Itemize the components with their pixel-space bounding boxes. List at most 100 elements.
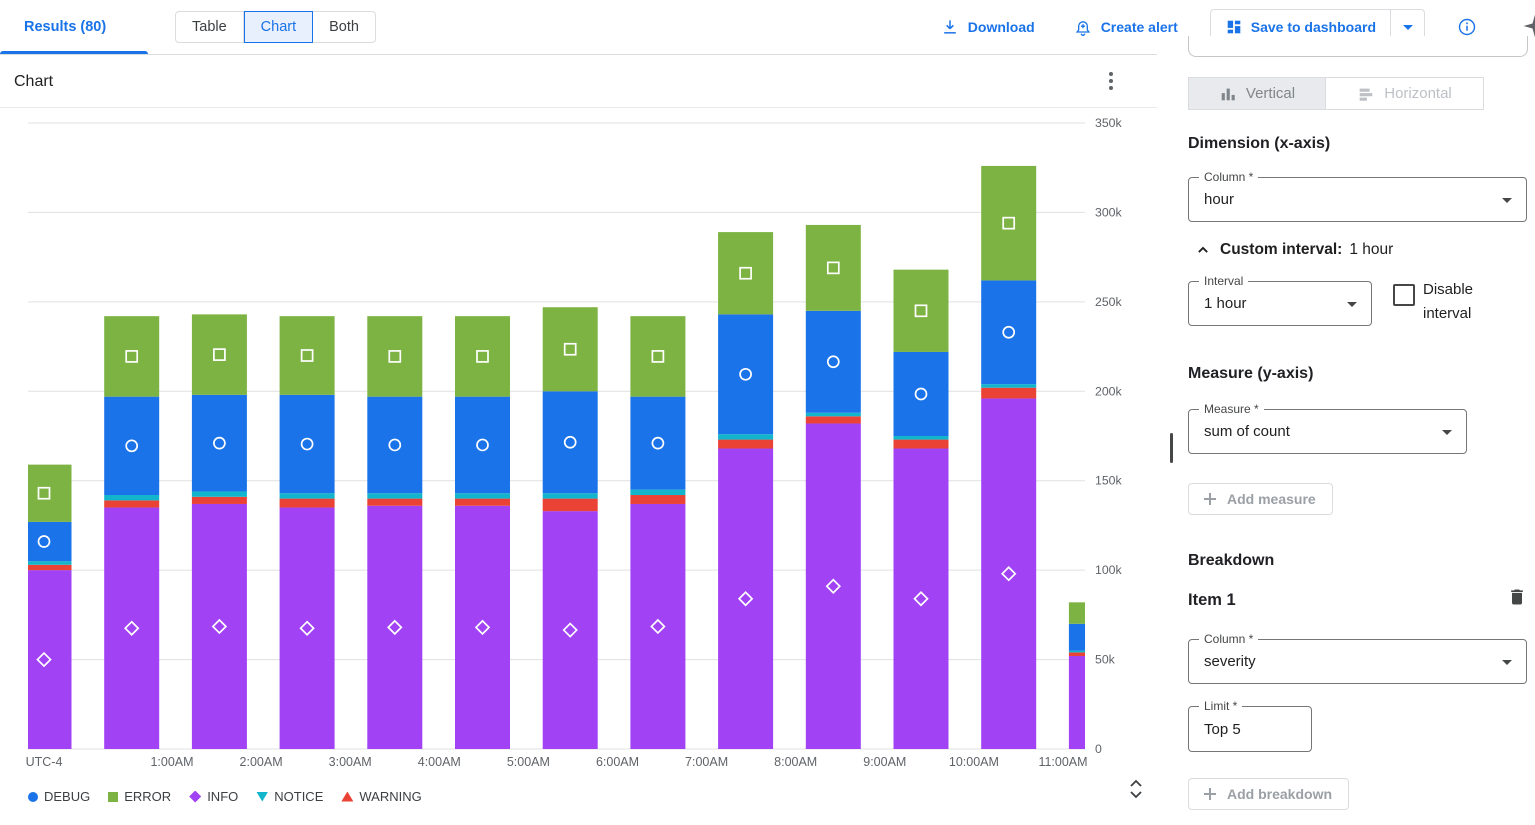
bar-segment-info[interactable] (542, 511, 598, 749)
bar-segment-info[interactable] (893, 448, 949, 749)
point-marker (739, 266, 752, 280)
bar-segment-debug[interactable] (542, 391, 598, 494)
bar-segment-debug[interactable] (191, 394, 247, 492)
view-toggle-table[interactable]: Table (175, 11, 244, 43)
bar-segment-info[interactable] (981, 398, 1037, 749)
bar-segment-error[interactable] (191, 314, 247, 395)
bar-segment-notice[interactable] (542, 493, 598, 499)
bar-segment-info[interactable] (805, 423, 861, 749)
bar-segment-warning[interactable] (1068, 652, 1085, 656)
bar-segment-debug[interactable] (455, 396, 510, 494)
bar-segment-debug[interactable] (104, 396, 160, 496)
bar-segment-info[interactable] (191, 503, 247, 749)
vertical-bars-icon (1221, 88, 1235, 100)
save-dropdown-button[interactable] (1390, 10, 1424, 44)
bar-segment-error[interactable] (630, 316, 686, 397)
bar-segment-notice[interactable] (981, 384, 1037, 388)
bar-segment-warning[interactable] (630, 495, 686, 504)
bar-segment-error[interactable] (893, 269, 949, 352)
legend-item-debug[interactable]: DEBUG (28, 789, 90, 804)
bar-segment-error[interactable] (805, 224, 861, 311)
interval-select[interactable]: Interval 1 hour (1188, 274, 1372, 326)
bar-segment-warning[interactable] (893, 439, 949, 449)
add-measure-button[interactable]: Add measure (1188, 483, 1333, 515)
bar-segment-warning[interactable] (104, 500, 160, 508)
y-tick-label: 250k (1095, 295, 1123, 309)
bar-segment-notice[interactable] (630, 489, 686, 496)
bar-segment-warning[interactable] (367, 498, 423, 506)
view-toggle-both[interactable]: Both (313, 11, 376, 43)
dimension-column-select[interactable]: Column * hour (1188, 170, 1527, 222)
info-button[interactable] (1451, 16, 1483, 38)
bar-segment-debug[interactable] (718, 314, 774, 435)
legend-item-notice[interactable]: NOTICE (256, 789, 323, 804)
bar-segment-notice[interactable] (191, 491, 247, 497)
breakdown-column-select[interactable]: Column * severity (1188, 632, 1527, 684)
bar-segment-notice[interactable] (718, 434, 774, 440)
scrollbar-thumb[interactable] (1170, 433, 1173, 463)
bar-segment-notice[interactable] (28, 561, 72, 565)
bar-segment-info[interactable] (279, 507, 335, 749)
bar-segment-warning[interactable] (279, 498, 335, 508)
bar-segment-debug[interactable] (805, 310, 861, 413)
legend-item-info[interactable]: INFO (189, 789, 238, 804)
delete-breakdown-button[interactable] (1505, 585, 1529, 612)
bar-segment-notice[interactable] (893, 436, 949, 440)
breakdown-limit-input[interactable]: Limit * Top 5 (1188, 699, 1312, 752)
bar-segment-notice[interactable] (1068, 650, 1085, 653)
bar-segment-debug[interactable] (630, 396, 686, 490)
bar-segment-warning[interactable] (455, 498, 510, 506)
download-button[interactable]: Download (934, 16, 1041, 38)
legend-item-error[interactable]: ERROR (108, 789, 171, 804)
sparkle-icon-partial[interactable] (1522, 13, 1535, 39)
bar-segment-info[interactable] (1068, 655, 1085, 749)
bar-segment-error[interactable] (542, 307, 598, 392)
x-tick-label: 5:00AM (507, 755, 550, 769)
bar-segment-error[interactable] (1068, 602, 1085, 624)
bar-segment-debug[interactable] (279, 394, 335, 494)
bar-segment-error[interactable] (718, 232, 774, 315)
disable-interval-checkbox[interactable] (1393, 284, 1415, 306)
measure-select[interactable]: Measure * sum of count (1188, 402, 1467, 454)
bar-segment-info[interactable] (630, 503, 686, 749)
bar-segment-warning[interactable] (805, 416, 861, 424)
bar-segment-error[interactable] (981, 165, 1037, 281)
bar-segment-warning[interactable] (542, 498, 598, 512)
bar-segment-error[interactable] (104, 316, 160, 397)
add-breakdown-button[interactable]: Add breakdown (1188, 778, 1350, 810)
bar-segment-notice[interactable] (367, 493, 423, 499)
legend-item-warning[interactable]: WARNING (341, 789, 422, 804)
bar-segment-debug[interactable] (367, 396, 423, 494)
bar-segment-notice[interactable] (455, 493, 510, 499)
bar-segment-notice[interactable] (805, 412, 861, 417)
sidebar-partial-field[interactable] (1188, 36, 1528, 57)
chart-options-menu-button[interactable] (1098, 68, 1124, 94)
bar-segment-info[interactable] (104, 507, 160, 749)
bar-segment-notice[interactable] (104, 495, 160, 501)
bar-segment-notice[interactable] (279, 493, 335, 499)
interval-value: 1 hour (1204, 295, 1247, 312)
tab-results[interactable]: Results (80) (0, 0, 148, 54)
bar-segment-warning[interactable] (718, 439, 774, 449)
bar-segment-info[interactable] (455, 505, 510, 749)
create-alert-button[interactable]: Create alert (1067, 16, 1184, 38)
measure-label: Measure * (1199, 402, 1264, 416)
orientation-horizontal-button[interactable]: Horizontal (1326, 77, 1484, 110)
view-toggle-chart[interactable]: Chart (243, 11, 314, 43)
bar-segment-error[interactable] (279, 316, 335, 395)
bar-segment-warning[interactable] (981, 387, 1037, 399)
bar-segment-debug[interactable] (893, 351, 949, 436)
bar-segment-error[interactable] (367, 316, 423, 397)
bar-segment-warning[interactable] (28, 564, 72, 571)
bar-segment-info[interactable] (718, 448, 774, 749)
bar-segment-info[interactable] (367, 505, 423, 749)
expand-collapse-button[interactable] (1122, 776, 1150, 805)
custom-interval-row[interactable]: Custom interval: 1 hour (1193, 240, 1393, 260)
orientation-vertical-button[interactable]: Vertical (1188, 77, 1326, 110)
bar-segment-debug[interactable] (981, 280, 1037, 385)
bar-segment-error[interactable] (455, 316, 510, 397)
save-to-dashboard-button[interactable]: Save to dashboard (1211, 10, 1390, 44)
bar-segment-debug[interactable] (1068, 623, 1085, 651)
stacked-bar-chart: 0 50k 100k 150k 200k 250k 300k 350k UTC-4 1:00AM 2… (26, 116, 1123, 769)
bar-segment-warning[interactable] (191, 496, 247, 504)
